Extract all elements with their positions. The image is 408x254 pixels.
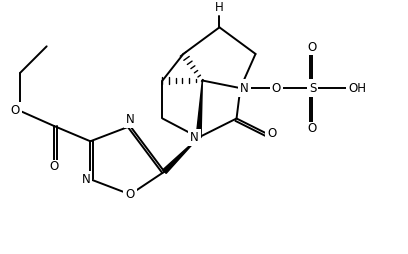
Text: OH: OH — [348, 82, 366, 94]
Text: H: H — [215, 1, 224, 14]
Polygon shape — [196, 81, 202, 138]
Text: N: N — [240, 82, 249, 94]
Text: O: O — [50, 160, 59, 173]
Text: S: S — [309, 82, 316, 94]
Text: N: N — [126, 113, 135, 126]
Text: O: O — [126, 188, 135, 201]
Text: O: O — [308, 122, 317, 135]
Polygon shape — [163, 137, 199, 173]
Text: O: O — [308, 41, 317, 54]
Text: O: O — [267, 127, 276, 140]
Text: N: N — [190, 131, 199, 144]
Text: N: N — [82, 173, 90, 186]
Text: O: O — [272, 82, 281, 94]
Text: O: O — [11, 104, 20, 117]
